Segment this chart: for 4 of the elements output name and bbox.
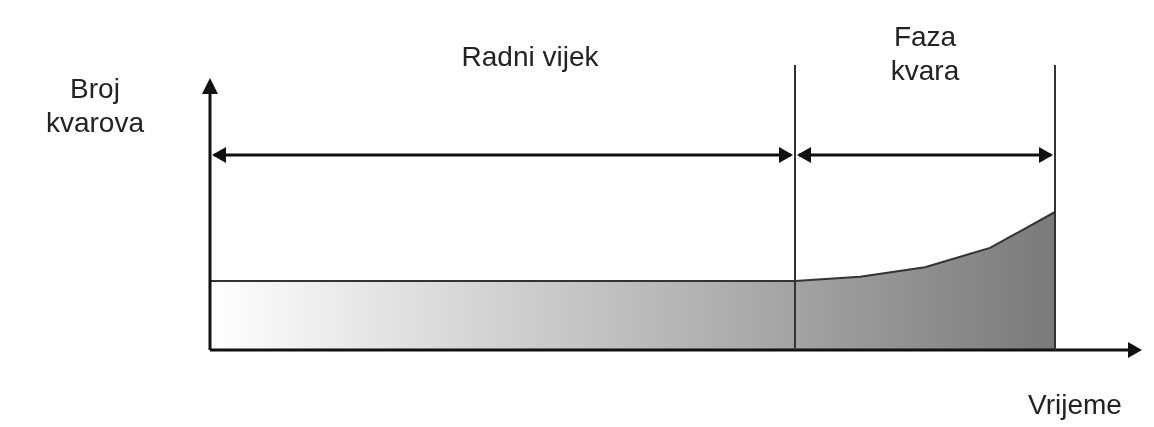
text: Radni vijek: [460, 40, 600, 74]
text: Faza kvara: [889, 20, 961, 88]
x-axis-title: Vrijeme: [1027, 388, 1123, 422]
y-axis-title: Broj kvarova: [44, 72, 145, 140]
